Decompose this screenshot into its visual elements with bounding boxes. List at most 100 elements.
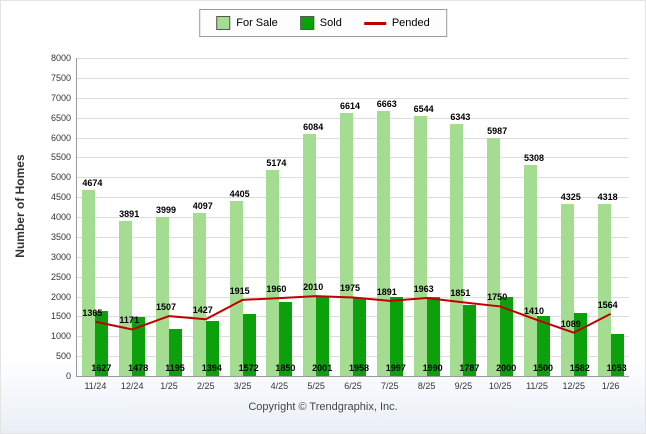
for-sale-value-label: 4325 (560, 192, 581, 203)
gridline (77, 97, 629, 99)
pended-value-label: 2010 (303, 282, 324, 293)
y-tick-label: 5500 (50, 152, 71, 163)
bar-sold (537, 316, 550, 376)
bar-for-sale (487, 138, 501, 376)
gridline (77, 197, 629, 199)
bar-for-sale (192, 213, 206, 376)
plot-area: 0 500 1000 1500 2000 2500 3000 3500 4000 4500 5000… (51, 53, 629, 391)
sold-value-label: 2001 (312, 363, 333, 373)
sold-value-label: 2000 (496, 363, 517, 373)
bar-sold (95, 311, 109, 376)
x-tick-label: 12/25 (562, 381, 586, 391)
for-sale-value-label: 6084 (303, 122, 324, 133)
bar-for-sale (156, 217, 169, 376)
pended-value-label: 1089 (560, 318, 581, 329)
bar-sold (610, 334, 624, 376)
x-tick-label: 3/25 (233, 381, 252, 391)
sold-value-label: 1394 (201, 363, 222, 373)
sold-value-label: 1997 (385, 363, 406, 373)
for-sale-value-label: 6544 (413, 103, 434, 114)
sold-value-label: 1850 (275, 363, 296, 373)
legend: For Sale Sold Pended (199, 9, 447, 37)
sold-value-label: 1787 (459, 363, 480, 373)
bar-sold (463, 304, 477, 376)
bar-sold (205, 320, 219, 376)
bar-for-sale (413, 115, 427, 376)
y-tick-label: 5000 (50, 172, 71, 183)
sold-value-label: 1500 (532, 363, 554, 373)
bar-sold (279, 302, 293, 376)
y-tick-label: 0 (65, 371, 71, 381)
bar-for-sale (340, 113, 353, 376)
pended-value-label: 1891 (376, 286, 397, 297)
x-tick-label: 6/25 (344, 381, 362, 391)
bar-sold (353, 298, 366, 376)
x-tick-label: 2/25 (197, 381, 215, 391)
y-tick-label: 1500 (50, 311, 71, 322)
bar-sold (169, 328, 182, 376)
for-sale-value-label: 5308 (523, 153, 545, 163)
bar-for-sale (450, 123, 464, 376)
y-tick-label: 6500 (50, 112, 71, 123)
legend-item-sold: Sold (299, 16, 342, 30)
for-sale-value-label: 5987 (487, 126, 508, 137)
x-tick-label: 5/25 (307, 381, 325, 391)
pended-value-label: 1963 (413, 283, 434, 294)
x-tick-label: 11/24 (84, 381, 107, 391)
pended-value-label: 1915 (229, 285, 250, 296)
y-tick-label: 1000 (50, 331, 71, 342)
y-tick-label: 2000 (50, 291, 71, 302)
pended-value-label: 1507 (155, 302, 177, 313)
bar-for-sale (524, 165, 537, 376)
sold-value-label: 1990 (422, 363, 443, 373)
sold-value-label: 1958 (348, 363, 370, 373)
y-tick-label: 7500 (50, 72, 71, 83)
bar-for-sale (597, 204, 611, 376)
pended-value-label: 1410 (523, 305, 545, 316)
gridline (77, 256, 629, 258)
pended-value-label: 1427 (192, 305, 213, 316)
y-tick-label: 4500 (50, 192, 71, 203)
gridline (77, 77, 629, 79)
for-sale-value-label: 4318 (597, 192, 618, 203)
pended-value-label: 1851 (450, 288, 471, 299)
sold-swatch-icon (299, 16, 314, 30)
pended-value-label: 1975 (339, 283, 361, 294)
for-sale-value-label: 5174 (266, 158, 287, 169)
sold-value-label: 1582 (569, 363, 590, 373)
bar-sold (242, 313, 256, 376)
y-tick-label: 4000 (50, 212, 71, 222)
bar-sold (316, 296, 330, 376)
for-sale-value-label: 6614 (339, 101, 361, 112)
for-sale-value-label: 4405 (229, 188, 250, 199)
y-tick-label: 3000 (50, 251, 71, 262)
for-sale-value-label: 4674 (82, 178, 103, 189)
sold-value-label: 1478 (128, 363, 149, 373)
gridline (77, 236, 629, 238)
bar-sold (426, 296, 440, 376)
y-tick-label: 2500 (50, 271, 71, 282)
y-tick-label: 6000 (50, 132, 71, 143)
x-tick-label: 11/25 (526, 381, 548, 391)
x-tick-label: 4/25 (270, 381, 289, 391)
legend-item-pended: Pended (363, 17, 430, 29)
x-tick-label: 10/25 (488, 381, 512, 391)
sold-value-label: 1053 (606, 363, 627, 373)
sold-value-label: 1572 (238, 363, 259, 373)
x-tick-label: 12/24 (120, 381, 144, 391)
x-tick-label: 1/26 (601, 381, 620, 391)
x-tick-label: 8/25 (417, 381, 436, 391)
gridline (77, 177, 629, 179)
x-tick-label: 7/25 (381, 381, 399, 391)
legend-item-for-sale: For Sale (216, 16, 278, 30)
gridline (77, 58, 629, 59)
pended-value-label: 1750 (487, 292, 508, 303)
sold-value-label: 1195 (165, 363, 185, 373)
gridline (77, 276, 629, 278)
y-tick-label: 7000 (50, 92, 71, 103)
pended-value-label: 1171 (119, 315, 139, 326)
pended-line-swatch-icon (363, 21, 386, 25)
sold-value-label: 1627 (91, 363, 112, 373)
y-tick-label: 3500 (50, 231, 71, 242)
for-sale-value-label: 3891 (119, 209, 140, 220)
